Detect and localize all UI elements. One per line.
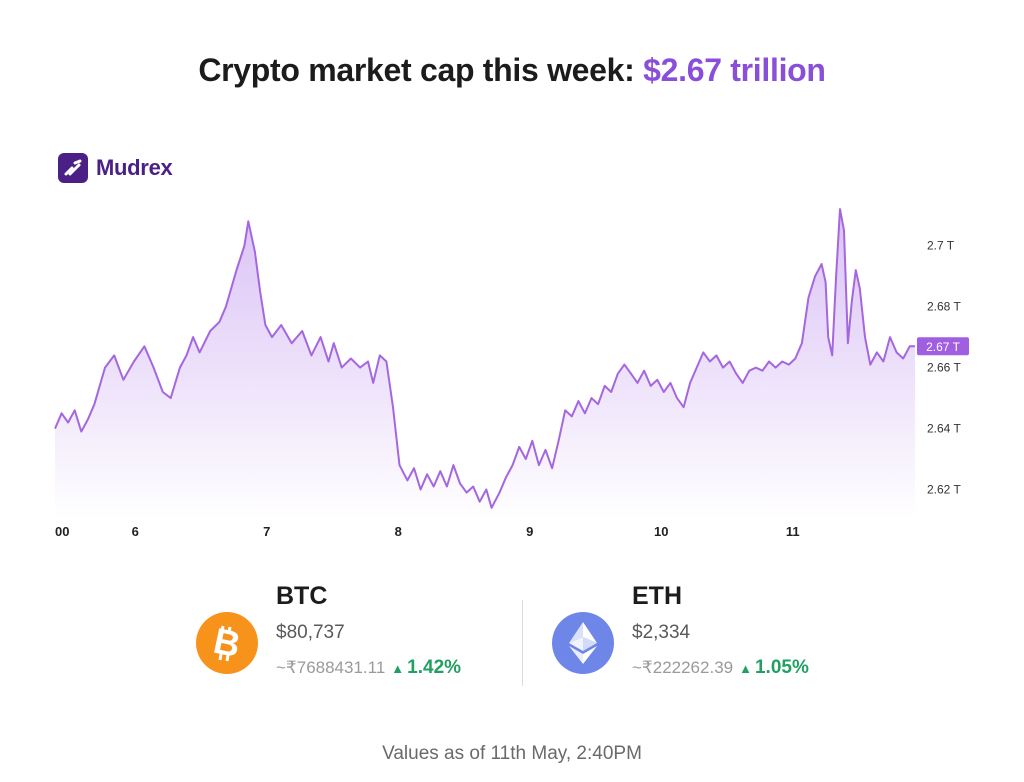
headline-value: $2.67 trillion	[643, 52, 826, 88]
coin-inr-value: ~₹7688431.11	[276, 658, 386, 677]
divider	[522, 600, 523, 686]
bitcoin-icon: B	[196, 612, 258, 674]
series-area	[55, 209, 915, 520]
coin-sub: ~₹222262.39 ▲ 1.05%	[632, 657, 809, 679]
series-line	[54, 208, 915, 509]
market-cap-chart: 2.62 T 2.64 T 2.66 T 2.68 T 2.7 T 00 6 7 8 9 10 11…	[54, 208, 969, 539]
coin-card-btc: B BTC $80,737 ~₹7688431.11 ▲ 1.42%	[196, 580, 496, 690]
coin-card-eth: ETH $2,334 ~₹222262.39 ▲ 1.05%	[552, 580, 852, 690]
y-tick-label: 2.68 T	[927, 300, 961, 314]
mudrex-logo-icon	[58, 153, 88, 183]
y-tick-label: 2.62 T	[927, 483, 961, 497]
y-tick-label: 2.64 T	[927, 422, 961, 436]
headline: Crypto market cap this week: $2.67 trill…	[0, 52, 1024, 89]
x-tick-label: 8	[395, 524, 402, 539]
current-value-label: 2.67 T	[926, 340, 960, 354]
y-tick-label: 2.66 T	[927, 361, 961, 375]
x-tick-label: 9	[526, 524, 533, 539]
brand-logo: Mudrex	[58, 152, 173, 184]
footer-timestamp: Values as of 11th May, 2:40PM	[382, 743, 642, 764]
ethereum-icon	[552, 612, 614, 674]
x-tick-label: 00	[55, 524, 69, 539]
triangle-up-icon: ▲	[391, 661, 405, 676]
current-value-badge	[917, 337, 969, 356]
coin-symbol: BTC	[276, 582, 328, 610]
x-tick-label: 10	[654, 524, 668, 539]
coin-symbol: ETH	[632, 582, 682, 610]
x-tick-label: 7	[263, 524, 270, 539]
coin-change: 1.05%	[754, 657, 809, 678]
headline-prefix: Crypto market cap this week:	[198, 52, 635, 88]
triangle-up-icon: ▲	[739, 661, 752, 676]
x-tick-label: 11	[786, 524, 800, 539]
coin-price: $2,334	[632, 622, 691, 643]
coin-change: 1.42%	[407, 657, 462, 678]
x-tick-label: 6	[132, 524, 139, 539]
y-tick-label: 2.7 T	[927, 239, 955, 253]
brand-name: Mudrex	[96, 155, 173, 180]
coin-inr-value: ~₹222262.39	[632, 658, 734, 677]
coin-sub: ~₹7688431.11 ▲ 1.42%	[276, 657, 461, 679]
coin-price: $80,737	[276, 622, 345, 643]
